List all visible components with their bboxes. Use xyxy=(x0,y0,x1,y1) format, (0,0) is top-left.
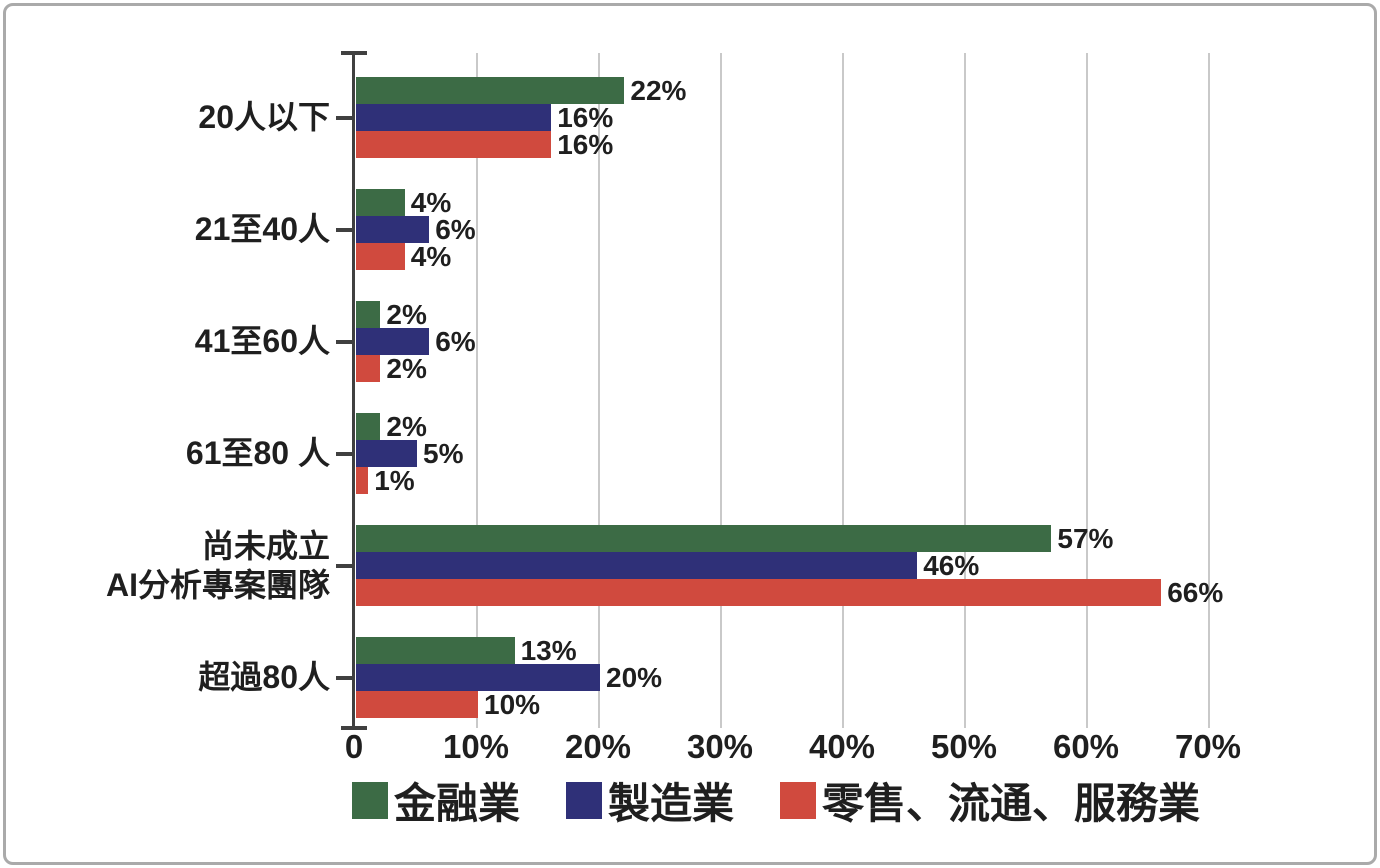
bar xyxy=(356,355,381,382)
bar-value-label: 4% xyxy=(410,187,452,218)
bar-value-label: 20% xyxy=(606,662,663,693)
bar-value-label: 2% xyxy=(386,299,427,330)
bar-value-label: 10% xyxy=(484,689,541,720)
category-tick xyxy=(336,564,354,568)
category-tick xyxy=(336,676,354,680)
legend-label: 零售、流通、服務業 xyxy=(822,780,1201,827)
y-axis-bottom-cap xyxy=(341,726,367,730)
legend-swatch xyxy=(780,782,817,819)
x-tick-label: 30% xyxy=(686,728,754,765)
bar xyxy=(356,301,381,328)
x-tick-label: 20% xyxy=(564,728,632,765)
bar-value-label: 2% xyxy=(386,353,427,384)
bar xyxy=(356,637,515,664)
bar xyxy=(356,664,600,691)
bar xyxy=(356,467,369,494)
bar xyxy=(356,413,381,440)
y-axis xyxy=(352,51,355,730)
legend-item: 零售、流通、服務業 xyxy=(780,770,1200,831)
category-label: 41至60人 xyxy=(194,323,330,360)
x-tick-label: 50% xyxy=(930,728,998,765)
legend-item: 金融業 xyxy=(352,770,520,831)
x-tick-label: 10% xyxy=(442,728,510,765)
bar xyxy=(356,131,552,158)
bar-value-label: 16% xyxy=(557,129,614,160)
category-label: 尚未成立 AI分析專案團隊 xyxy=(105,527,330,603)
bar xyxy=(356,243,405,270)
bar-value-label: 6% xyxy=(435,214,476,245)
x-tick-label: 70% xyxy=(1174,728,1242,765)
category-label: 超過80人 xyxy=(198,659,330,696)
legend-label: 金融業 xyxy=(394,780,521,827)
gridline xyxy=(1208,53,1210,728)
bar xyxy=(356,216,430,243)
bar xyxy=(356,328,430,355)
bar-value-label: 16% xyxy=(557,102,614,133)
bar xyxy=(356,440,417,467)
chart-frame: 0 10% 20% 30% 40% 50% 60% 70% 20人以下 22% 16% 16% 21至4… xyxy=(3,3,1377,865)
category-tick xyxy=(336,340,354,344)
gridline xyxy=(598,53,600,728)
category-label: 61至80 人 xyxy=(185,435,330,472)
bar-value-label: 5% xyxy=(423,438,464,469)
bar-value-label: 1% xyxy=(374,465,415,496)
legend-swatch xyxy=(566,782,603,819)
x-tick-label: 0 xyxy=(344,728,364,765)
bar xyxy=(356,77,625,104)
legend-label: 製造業 xyxy=(608,780,735,827)
bar-value-label: 4% xyxy=(410,241,452,272)
bar-value-label: 13% xyxy=(520,635,577,666)
legend-swatch xyxy=(352,782,388,819)
gridline xyxy=(1086,53,1088,728)
bar xyxy=(356,104,552,131)
bar-value-label: 6% xyxy=(435,326,476,357)
bar-value-label: 22% xyxy=(630,75,687,106)
gridline xyxy=(476,53,478,728)
category-tick xyxy=(336,228,354,232)
bar xyxy=(356,579,1162,606)
plot-area: 0 10% 20% 30% 40% 50% 60% 70% 20人以下 22% 16% 16% 21至4… xyxy=(6,6,1374,862)
legend: 金融業 製造業 零售、流通、服務業 xyxy=(352,770,1200,831)
category-tick xyxy=(336,452,354,456)
gridline xyxy=(720,53,722,728)
category-tick xyxy=(336,116,354,120)
gridline xyxy=(842,53,844,728)
bar xyxy=(356,552,918,579)
bar-value-label: 46% xyxy=(923,550,980,581)
legend-item: 製造業 xyxy=(566,770,734,831)
bar-value-label: 2% xyxy=(386,411,427,442)
x-tick-label: 40% xyxy=(808,728,876,765)
x-tick-label: 60% xyxy=(1052,728,1120,765)
bar xyxy=(356,525,1052,552)
bar xyxy=(356,189,405,216)
y-axis-top-cap xyxy=(341,51,367,55)
category-label: 21至40人 xyxy=(194,211,330,248)
category-label: 20人以下 xyxy=(198,99,330,136)
gridline xyxy=(964,53,966,728)
bar-value-label: 66% xyxy=(1167,577,1224,608)
bar-value-label: 57% xyxy=(1057,523,1114,554)
bar xyxy=(356,691,478,718)
